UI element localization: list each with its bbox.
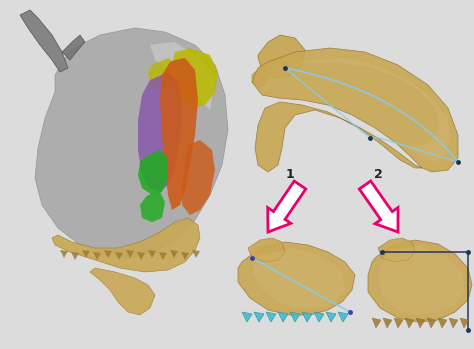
Polygon shape: [326, 312, 336, 322]
Polygon shape: [182, 140, 215, 215]
Polygon shape: [137, 252, 145, 260]
Polygon shape: [368, 240, 472, 322]
Polygon shape: [192, 250, 200, 258]
Polygon shape: [252, 48, 458, 172]
Polygon shape: [170, 48, 218, 108]
Polygon shape: [359, 181, 398, 232]
Polygon shape: [238, 242, 355, 315]
Polygon shape: [416, 318, 425, 328]
Polygon shape: [20, 10, 68, 72]
Polygon shape: [258, 35, 305, 78]
Polygon shape: [252, 248, 345, 308]
Polygon shape: [90, 268, 155, 315]
Polygon shape: [138, 72, 182, 192]
Polygon shape: [140, 192, 165, 222]
Polygon shape: [181, 252, 189, 260]
Polygon shape: [62, 35, 85, 60]
Polygon shape: [252, 68, 268, 88]
Polygon shape: [427, 318, 436, 328]
Polygon shape: [71, 252, 79, 260]
Polygon shape: [60, 250, 68, 258]
Polygon shape: [115, 252, 123, 260]
Polygon shape: [290, 312, 300, 322]
Polygon shape: [126, 250, 134, 258]
Polygon shape: [372, 318, 381, 328]
Polygon shape: [449, 318, 458, 328]
Polygon shape: [394, 318, 403, 328]
Polygon shape: [405, 318, 414, 328]
Polygon shape: [248, 238, 285, 262]
Polygon shape: [148, 250, 156, 258]
Polygon shape: [159, 252, 167, 260]
Polygon shape: [170, 250, 178, 258]
Polygon shape: [438, 318, 447, 328]
Polygon shape: [460, 318, 469, 328]
Polygon shape: [268, 181, 306, 232]
Polygon shape: [338, 312, 348, 322]
Polygon shape: [160, 58, 198, 210]
Text: 2: 2: [374, 168, 383, 181]
Polygon shape: [93, 252, 101, 260]
Polygon shape: [104, 250, 112, 258]
Text: 1: 1: [286, 168, 294, 181]
Polygon shape: [35, 28, 228, 258]
Polygon shape: [378, 246, 465, 315]
Polygon shape: [278, 312, 288, 322]
Polygon shape: [150, 42, 215, 110]
Polygon shape: [383, 318, 392, 328]
Polygon shape: [254, 312, 264, 322]
Polygon shape: [242, 312, 252, 322]
Polygon shape: [314, 312, 324, 322]
Polygon shape: [52, 218, 200, 272]
Polygon shape: [280, 58, 450, 162]
Polygon shape: [82, 250, 90, 258]
Polygon shape: [266, 312, 276, 322]
Polygon shape: [148, 58, 178, 92]
Polygon shape: [378, 238, 415, 262]
Polygon shape: [138, 150, 168, 195]
Polygon shape: [302, 312, 312, 322]
